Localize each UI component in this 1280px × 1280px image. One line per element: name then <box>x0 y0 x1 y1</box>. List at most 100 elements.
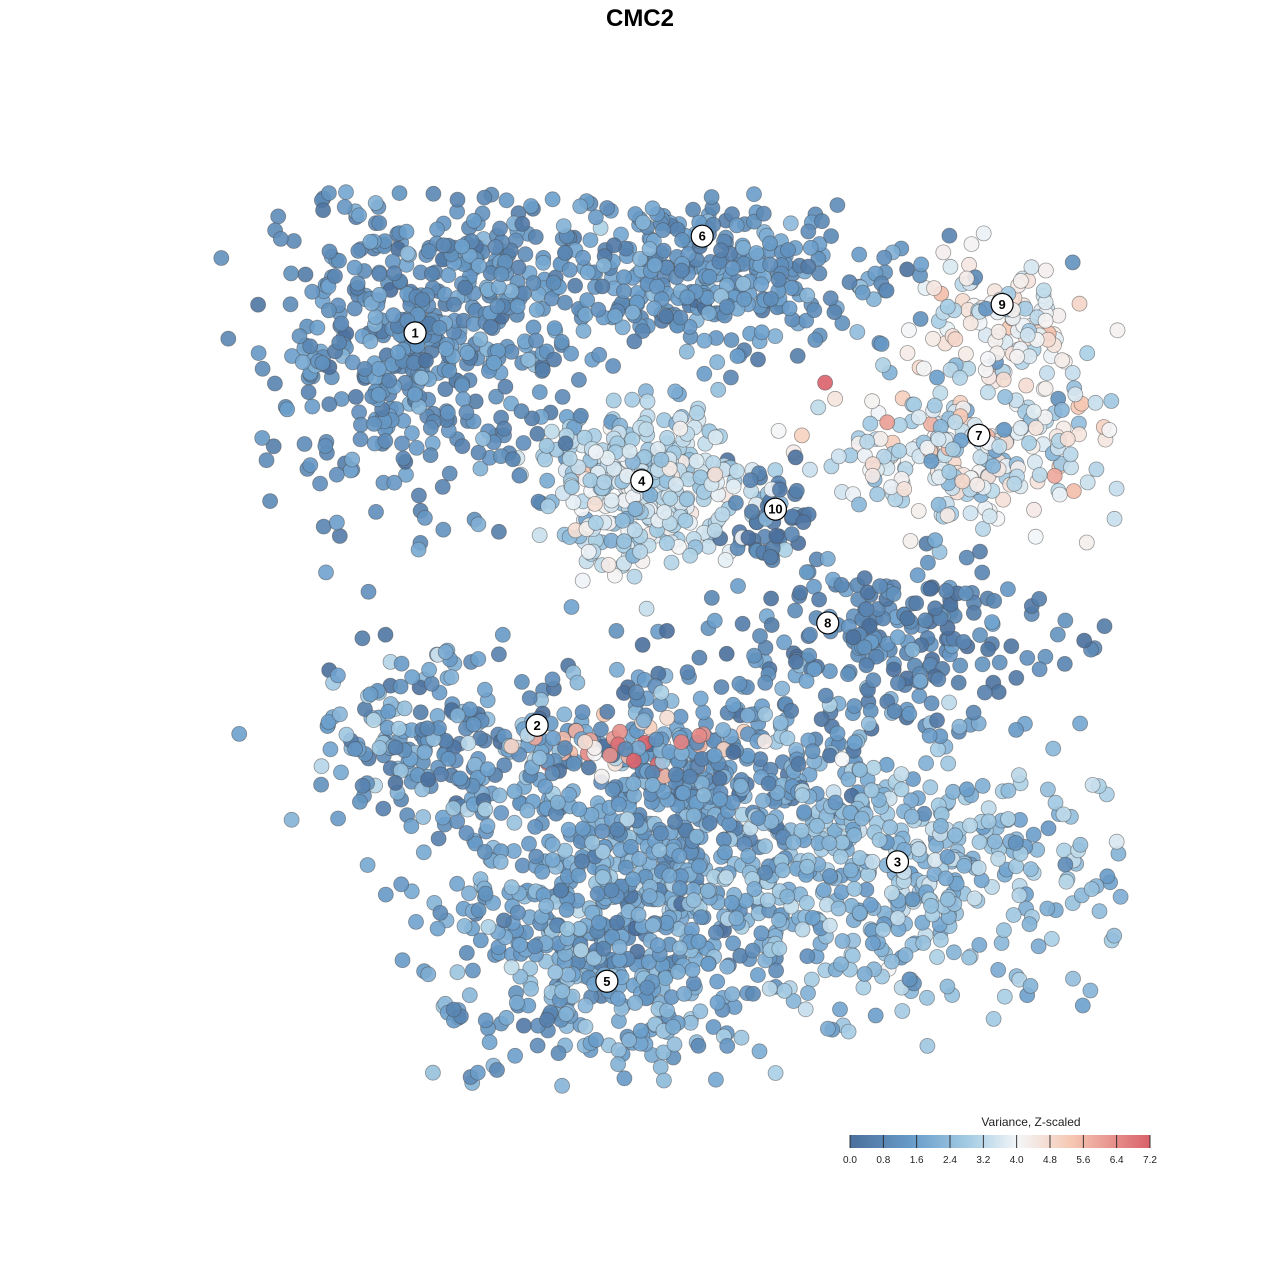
data-point <box>331 334 348 351</box>
data-point <box>528 848 545 865</box>
data-point <box>492 854 509 870</box>
data-point <box>333 764 349 781</box>
data-point <box>1083 881 1100 897</box>
data-point <box>800 985 816 1001</box>
data-point <box>884 885 900 901</box>
data-point <box>632 543 648 560</box>
data-point <box>781 300 798 317</box>
data-point <box>535 254 552 271</box>
data-point <box>493 805 510 821</box>
data-point <box>476 681 493 698</box>
data-point <box>561 786 577 803</box>
data-point <box>798 564 815 581</box>
data-point <box>875 921 891 938</box>
data-point <box>751 1043 768 1060</box>
data-point <box>761 980 778 997</box>
data-point <box>688 828 705 845</box>
data-point <box>1072 836 1089 853</box>
data-point <box>804 743 821 760</box>
data-point <box>381 372 398 389</box>
data-point <box>605 392 622 409</box>
data-point <box>800 223 817 240</box>
data-point <box>763 291 779 307</box>
data-point <box>521 690 538 706</box>
data-point <box>415 844 432 861</box>
data-point <box>691 649 708 666</box>
cluster-label-badge <box>885 850 910 874</box>
data-point <box>862 702 879 719</box>
data-point <box>1027 528 1044 545</box>
data-point <box>929 712 945 729</box>
data-point <box>980 384 996 401</box>
data-point <box>494 626 511 643</box>
data-point <box>946 944 962 961</box>
data-point <box>571 801 588 818</box>
data-point <box>380 703 397 720</box>
data-point <box>544 671 561 688</box>
data-point <box>770 422 787 439</box>
data-point <box>1025 826 1042 843</box>
data-point <box>882 819 898 836</box>
data-point <box>514 674 530 690</box>
data-point <box>696 332 713 349</box>
data-point <box>558 902 575 918</box>
data-point <box>772 715 789 731</box>
data-point <box>577 997 594 1014</box>
data-point <box>717 552 734 568</box>
data-point <box>1108 833 1125 850</box>
data-point <box>398 223 415 240</box>
data-point <box>557 294 573 311</box>
data-point <box>545 730 561 747</box>
data-point <box>864 935 881 952</box>
data-point <box>1103 393 1120 409</box>
data-point <box>408 914 424 930</box>
data-point <box>920 554 936 571</box>
data-point <box>776 634 792 651</box>
data-point <box>665 1019 681 1035</box>
data-point <box>313 776 330 793</box>
data-point <box>975 225 992 242</box>
data-point <box>1011 887 1028 904</box>
data-point <box>779 888 796 905</box>
data-point <box>844 947 861 964</box>
data-point <box>649 937 666 954</box>
data-point <box>653 451 670 468</box>
cluster-label-6: 6 <box>690 224 714 248</box>
data-point <box>926 397 943 414</box>
data-point <box>728 463 745 480</box>
data-point <box>1082 982 1099 999</box>
data-point <box>302 457 319 474</box>
data-point <box>575 249 591 266</box>
data-point <box>621 443 638 460</box>
data-point <box>616 283 632 300</box>
data-point <box>858 657 875 674</box>
data-point <box>389 344 406 361</box>
data-point <box>662 490 679 507</box>
data-point <box>974 656 991 673</box>
data-point <box>981 508 998 525</box>
data-point <box>452 770 469 787</box>
data-point <box>617 741 634 758</box>
data-point <box>394 435 410 452</box>
data-point <box>408 439 425 456</box>
data-point <box>1072 715 1088 732</box>
data-point <box>787 449 804 466</box>
cluster-label-badge <box>595 969 619 993</box>
data-point <box>291 328 308 345</box>
data-point <box>396 700 413 717</box>
data-point <box>707 466 724 483</box>
data-point <box>972 627 988 643</box>
data-point <box>626 568 643 585</box>
data-point <box>1035 282 1052 299</box>
data-point <box>985 1011 1002 1027</box>
data-point <box>527 819 543 835</box>
data-point <box>705 1019 722 1035</box>
data-point <box>634 323 651 340</box>
data-point <box>785 834 802 851</box>
data-point <box>785 993 802 1009</box>
data-point <box>746 647 762 664</box>
data-point <box>563 599 580 615</box>
data-point <box>700 883 716 899</box>
data-point <box>803 971 820 988</box>
legend-tick-label: 4.8 <box>1043 1155 1057 1166</box>
